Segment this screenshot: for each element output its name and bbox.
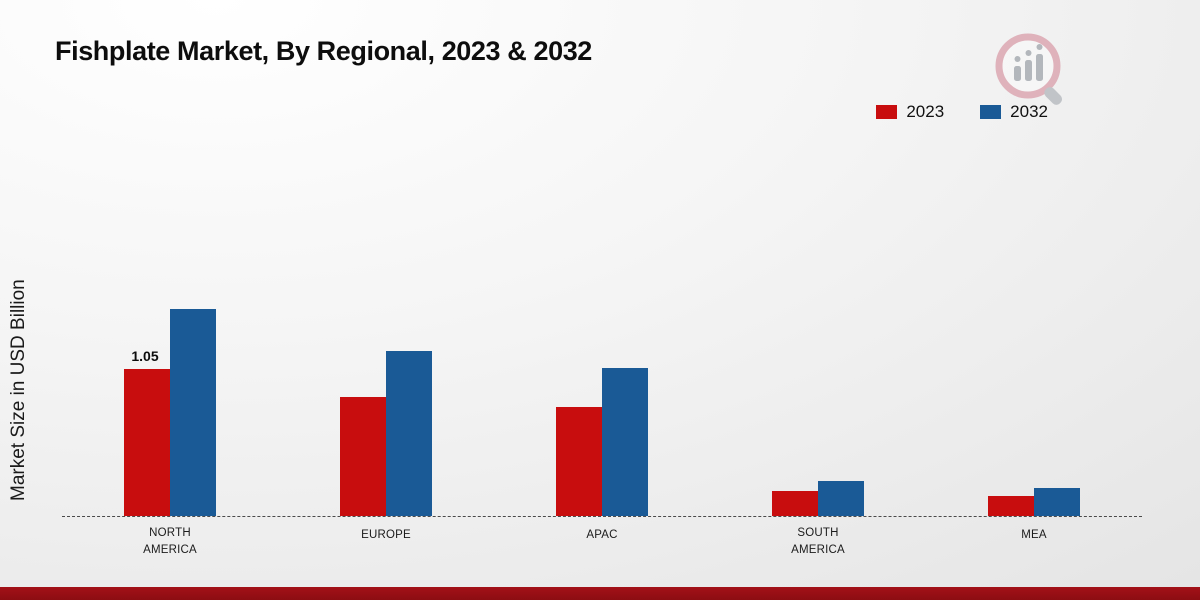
bar-group [278,351,494,516]
legend-label: 2032 [1010,102,1048,121]
legend-swatch [980,105,1002,119]
category-label-text: SOUTH AMERICA [791,527,845,557]
bar-group: 1.05 [62,309,278,516]
bar-2023-europe [340,397,386,516]
bar-group [710,481,926,516]
bar-group [494,368,710,516]
category-label: EUROPE [278,517,494,560]
legend-swatch [876,105,898,119]
legend-label: 2023 [906,102,945,121]
bar-2032-north-america [170,309,216,516]
plot-area: 1.05 NORTH AMERICA EUROPE APAC SOUTH AMERIC… [62,292,1142,560]
category-label-text: EUROPE [361,529,411,541]
bar-2032-europe [386,351,432,516]
chart-title: Fishplate Market, By Regional, 2023 & 20… [55,36,592,66]
bar-2023-apac [556,407,602,516]
legend-item-2023: 2023 [876,102,944,122]
category-label: APAC [494,517,710,560]
category-labels: NORTH AMERICA EUROPE APAC SOUTH AMERICA MEA [62,517,1142,560]
bar-2032-mea [1034,488,1080,516]
category-label-text: MEA [1021,529,1047,541]
category-label-text: APAC [586,529,618,541]
bars-row: 1.05 [62,292,1142,516]
x-axis-baseline [62,516,1142,517]
legend-item-2032: 2032 [980,102,1048,122]
bar-group [926,488,1142,516]
legend: 2023 2032 [876,102,1048,122]
bar-2023-mea [988,496,1034,516]
bar-2032-apac [602,368,648,516]
bar-2023-south-america [772,491,818,516]
bar-2023-north-america: 1.05 [124,348,170,516]
brand-logo-icon [992,30,1070,113]
y-axis-label: Market Size in USD Billion [8,279,29,501]
category-label: MEA [926,517,1142,560]
bar-value-label: 1.05 [131,348,159,364]
category-label-text: NORTH AMERICA [143,527,197,557]
category-label: SOUTH AMERICA [710,517,926,560]
bar-2032-south-america [818,481,864,516]
footer-accent-bar [0,587,1200,600]
category-label: NORTH AMERICA [62,517,278,560]
